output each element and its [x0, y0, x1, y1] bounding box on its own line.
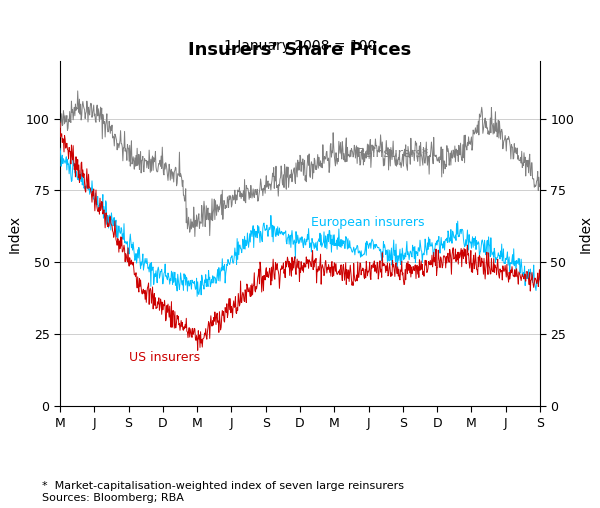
- Text: 1 January 2008 = 100: 1 January 2008 = 100: [224, 39, 376, 53]
- Text: European insurers: European insurers: [311, 216, 425, 229]
- Text: Reinsurers*: Reinsurers*: [357, 147, 430, 160]
- Text: *  Market-capitalisation-weighted index of seven large reinsurers
Sources: Bloom: * Market-capitalisation-weighted index o…: [42, 481, 404, 503]
- Title: Insurers’ Share Prices: Insurers’ Share Prices: [188, 42, 412, 59]
- Y-axis label: Index: Index: [8, 214, 22, 253]
- Text: US insurers: US insurers: [128, 351, 200, 364]
- Y-axis label: Index: Index: [578, 214, 592, 253]
